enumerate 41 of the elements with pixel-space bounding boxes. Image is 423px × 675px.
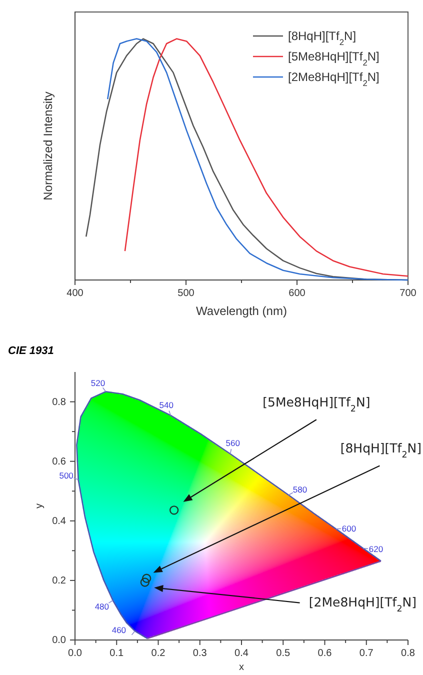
y-tick-label: 0.4 bbox=[52, 516, 66, 528]
x-axis-title: x bbox=[239, 662, 244, 673]
x-axis-title: Wavelength (nm) bbox=[196, 304, 287, 318]
y-tick-label: 0.0 bbox=[52, 635, 66, 646]
point bbox=[142, 574, 152, 583]
point bbox=[169, 506, 179, 515]
annotation: 500 bbox=[59, 470, 74, 481]
x-tick-label: 600 bbox=[288, 288, 306, 300]
y-axis-title: y bbox=[34, 504, 45, 508]
annotation: 540 bbox=[159, 400, 174, 410]
x-tick-label: 400 bbox=[66, 288, 84, 300]
annotation: 560 bbox=[226, 438, 240, 448]
annotation: 580 bbox=[292, 484, 308, 495]
annotation: 480 bbox=[94, 601, 110, 612]
text: [5Me8HqH][Tf$_{2}$N] bbox=[262, 394, 370, 415]
annotation: 600 bbox=[342, 523, 356, 534]
y-tick-label: 0.8 bbox=[52, 396, 66, 408]
x-tick-label: 700 bbox=[400, 288, 417, 300]
x-tick-label: 0.4 bbox=[234, 648, 249, 660]
x-tick-label: 0.1 bbox=[110, 648, 124, 660]
chart-title: CIE 1931 bbox=[8, 345, 54, 357]
legend-label: [5Me8HqH][Tf$_{2}$N] bbox=[288, 50, 380, 68]
x-tick-label: 0.5 bbox=[276, 648, 291, 660]
legend-label: [8HqH][Tf$_{2}$N] bbox=[288, 29, 356, 47]
x-tick-label: 500 bbox=[178, 288, 195, 300]
annotation: 620 bbox=[368, 544, 384, 554]
y-tick-label: 0.6 bbox=[52, 456, 66, 468]
y-axis-title: Normalized Intensity bbox=[41, 92, 55, 200]
x-tick-label: 0.8 bbox=[401, 648, 416, 660]
text: [8HqH][Tf$_{2}$N] bbox=[340, 440, 422, 460]
y-tick-label: 0.2 bbox=[52, 576, 66, 587]
annotation: 520 bbox=[90, 378, 106, 388]
x-tick-label: 0.0 bbox=[68, 648, 82, 660]
legend-label: [2Me8HqH][Tf$_{2}$N] bbox=[288, 70, 380, 88]
annotation: 460 bbox=[112, 625, 126, 636]
text: [2Me8HqH][Tf$_{2}$N] bbox=[308, 594, 417, 615]
x-tick-label: 0.2 bbox=[151, 648, 166, 660]
x-tick-label: 0.7 bbox=[359, 648, 374, 660]
point bbox=[140, 578, 150, 587]
x-tick-label: 0.6 bbox=[318, 648, 332, 660]
x-tick-label: 0.3 bbox=[192, 648, 208, 660]
